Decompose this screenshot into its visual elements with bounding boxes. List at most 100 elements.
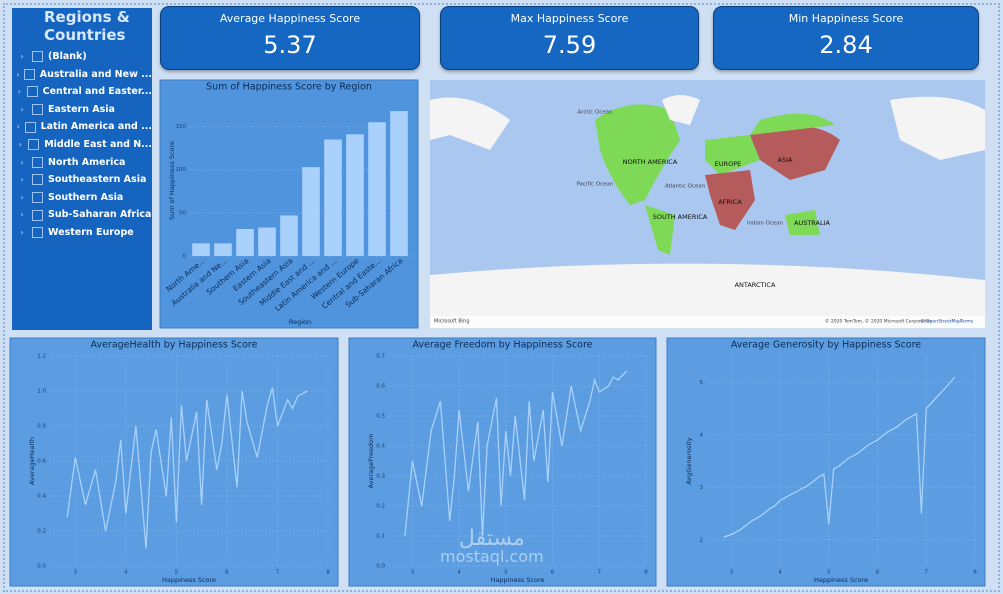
line-series bbox=[404, 370, 628, 537]
x-tick-label: 3 bbox=[74, 570, 78, 576]
slicer-item: › Southeastern Asia bbox=[12, 171, 152, 189]
slicer-title: Regions & Countries bbox=[44, 8, 130, 44]
bar bbox=[390, 111, 408, 256]
y-tick-label: 100 bbox=[176, 167, 187, 173]
land bbox=[430, 97, 510, 150]
land bbox=[662, 95, 700, 125]
line-series bbox=[723, 376, 956, 538]
y-tick-label: 0 bbox=[183, 254, 187, 260]
y-axis-label: Sum of Happiness Score bbox=[168, 141, 176, 220]
bar bbox=[280, 215, 298, 256]
line-series bbox=[66, 387, 308, 549]
slicer-item-label: North America bbox=[48, 156, 126, 168]
land bbox=[785, 210, 820, 235]
land bbox=[645, 205, 675, 255]
map-label: AUSTRALIA bbox=[794, 219, 831, 227]
map-label: SOUTH AMERICA bbox=[653, 213, 708, 221]
slicer-item: › Western Europe bbox=[12, 224, 152, 242]
slicer-item: › Eastern Asia bbox=[12, 101, 152, 119]
x-tick-label: 4 bbox=[778, 570, 782, 576]
chevron: › bbox=[20, 192, 24, 202]
chevron: › bbox=[17, 87, 21, 97]
slicer-item-label: Latin America and ... bbox=[40, 121, 152, 133]
x-tick-label: 8 bbox=[973, 570, 977, 576]
y-tick-label: 4 bbox=[700, 432, 704, 438]
chevron: › bbox=[20, 175, 24, 185]
y-axis-label: AverageFreedom bbox=[367, 434, 375, 489]
x-tick-label: 7 bbox=[598, 570, 602, 576]
map-label: Arctic Ocean bbox=[578, 110, 613, 116]
y-tick-label: 0.2 bbox=[376, 504, 385, 510]
map-label: ASIA bbox=[778, 156, 793, 164]
slicer-item: › (Blank) bbox=[12, 48, 152, 66]
checkbox bbox=[32, 192, 43, 204]
y-tick-label: 0.1 bbox=[376, 534, 385, 540]
chart-title: Average Generosity by Happiness Score bbox=[731, 340, 921, 351]
x-tick-label: 7 bbox=[276, 570, 280, 576]
map: Arctic Ocean NORTH AMERICA EUROPE ASIA Pacif… bbox=[430, 80, 985, 328]
kpi-label: Average Happiness Score bbox=[219, 12, 361, 25]
land bbox=[705, 135, 760, 175]
y-axis-label: AvgGenerosity bbox=[685, 437, 693, 484]
chevron: › bbox=[20, 210, 24, 220]
bar bbox=[302, 167, 320, 256]
map-label: Pacific Ocean bbox=[577, 182, 614, 188]
map-label: NORTH AMERICA bbox=[623, 158, 678, 166]
y-tick-label: 150 bbox=[176, 124, 187, 130]
x-tick-label: 5 bbox=[504, 570, 508, 576]
x-tick-label: 6 bbox=[225, 570, 229, 576]
x-axis-label: Happiness Score bbox=[490, 576, 544, 584]
slicer-item: › Sub-Saharan Africa bbox=[12, 206, 152, 224]
kpi-value: 7.59 bbox=[542, 31, 597, 59]
checkbox bbox=[32, 227, 43, 239]
slicer-item-label: (Blank) bbox=[48, 51, 87, 62]
x-tick-label: 3 bbox=[730, 570, 734, 576]
y-tick-label: 0.5 bbox=[376, 414, 385, 420]
map-osm: © OpenStreetMap bbox=[920, 318, 961, 325]
map-brand: Microsoft Bing bbox=[434, 319, 470, 325]
map-label: ANTARCTICA bbox=[735, 281, 776, 289]
slicer-item-label: Southeastern Asia bbox=[48, 174, 147, 186]
slicer-item: › North America bbox=[12, 154, 152, 172]
slicer-item-label: Middle East and N... bbox=[44, 138, 152, 150]
y-tick-label: 0.6 bbox=[37, 459, 46, 465]
x-tick-label: 5 bbox=[175, 570, 179, 576]
y-tick-label: 0.0 bbox=[37, 564, 46, 570]
bar bbox=[324, 139, 342, 256]
checkbox bbox=[32, 174, 43, 186]
slicer-item: › Middle East and N... bbox=[12, 136, 152, 154]
map-label: EUROPE bbox=[715, 160, 742, 168]
slicer-item-label: Western Europe bbox=[48, 226, 134, 238]
slicer: Regions & Countries › (Blank) › Australia a… bbox=[12, 8, 152, 330]
x-tick-label: 6 bbox=[551, 570, 555, 576]
x-tick-label: 7 bbox=[925, 570, 929, 576]
chevron: › bbox=[20, 52, 24, 61]
slicer-list: › (Blank) › Australia and New ... › Central a… bbox=[12, 48, 152, 242]
slicer-item: › Latin America and ... bbox=[12, 118, 152, 136]
checkbox bbox=[32, 51, 43, 63]
x-tick-label: 4 bbox=[124, 570, 128, 576]
checkbox bbox=[32, 156, 43, 168]
chevron: › bbox=[20, 157, 24, 167]
x-axis-label: Happiness Score bbox=[814, 576, 868, 584]
x-tick-label: 5 bbox=[827, 570, 831, 576]
x-tick-label: 6 bbox=[876, 570, 880, 576]
chart-title: Average Freedom by Happiness Score bbox=[412, 340, 592, 351]
panel bbox=[666, 337, 986, 587]
kpi-value: 5.37 bbox=[263, 31, 317, 59]
slicer-item: › Southern Asia bbox=[12, 189, 152, 207]
chevron: › bbox=[20, 104, 24, 114]
y-tick-label: 1.2 bbox=[37, 354, 46, 360]
checkbox bbox=[26, 86, 38, 98]
slicer-item: › Central and Easter... bbox=[12, 83, 152, 101]
slicer-item-label: Eastern Asia bbox=[48, 103, 115, 115]
bar bbox=[346, 134, 364, 256]
map-label: AFRICA bbox=[718, 198, 742, 206]
x-axis-label: Happiness Score bbox=[162, 576, 216, 584]
y-tick-label: 50 bbox=[179, 210, 186, 216]
watermark-text: مستقل bbox=[458, 526, 525, 551]
slicer-item-label: Central and Easter... bbox=[42, 86, 152, 98]
kpi-card: Max Happiness Score 7.59 bbox=[440, 6, 699, 70]
